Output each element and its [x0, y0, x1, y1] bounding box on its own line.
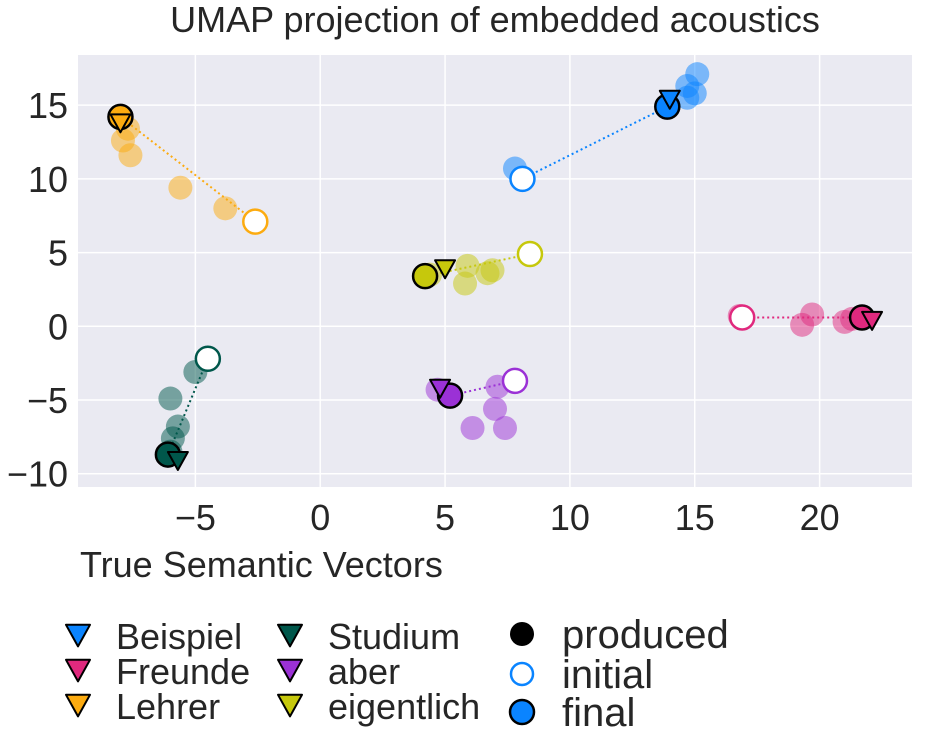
initial-point: [501, 367, 529, 395]
series-lehrer: [107, 103, 269, 235]
produced-point: [800, 302, 825, 327]
initial-point: [516, 240, 544, 268]
y-axis-ticks: −10 −5 0 5 10 15: [7, 85, 68, 495]
produced-point: [483, 396, 507, 421]
target-marker: [109, 113, 132, 134]
produced-point: [685, 62, 710, 87]
legend-marker-initial: [509, 661, 535, 687]
produced-point: [213, 196, 238, 221]
y-tick-label: −10: [7, 454, 68, 495]
legend-marker-beispiel: [65, 623, 91, 648]
x-tick-label: 20: [800, 497, 840, 538]
initial-point: [194, 345, 222, 372]
produced-point: [165, 414, 190, 439]
series-eigentlich: [411, 240, 544, 296]
target-marker: [861, 310, 884, 331]
legend-label-studium: Studium: [328, 616, 460, 657]
produced-point: [455, 253, 480, 278]
produced-point: [453, 271, 478, 296]
produced-point: [492, 416, 517, 441]
initial-point: [728, 304, 756, 331]
produced-point: [480, 258, 505, 283]
legend-label-beispiel: Beispiel: [116, 616, 242, 657]
final-point: [411, 262, 439, 290]
y-tick-label: 0: [48, 306, 68, 347]
x-tick-label: 0: [310, 497, 330, 538]
legend-marker-produced: [510, 622, 534, 646]
x-tick-label: −5: [175, 497, 216, 538]
target-marker: [658, 89, 681, 110]
x-tick-label: 10: [550, 497, 590, 538]
produced-point: [168, 175, 193, 200]
produced-point: [118, 143, 143, 168]
series-aber: [425, 367, 529, 441]
legend-marker-aber: [277, 658, 303, 683]
y-tick-label: 15: [28, 85, 68, 126]
y-tick-label: −5: [27, 380, 68, 421]
legend-label-produced: produced: [562, 613, 729, 657]
initial-point: [509, 165, 536, 193]
legend-marker-lehrer: [65, 693, 91, 718]
produced-point: [460, 416, 485, 441]
legend-label-final: final: [562, 691, 635, 735]
legend-label-lehrer: Lehrer: [116, 686, 220, 727]
series-studium: [154, 345, 222, 471]
legend-marker-studium: [277, 623, 303, 648]
legend-label-eigentlich: eigentlich: [328, 686, 480, 727]
legend-label-freunde: Freunde: [116, 651, 250, 692]
x-axis-label: True Semantic Vectors: [80, 544, 443, 585]
chart-marks: [107, 62, 884, 471]
legend-label-initial: initial: [562, 653, 653, 697]
x-axis-ticks: −5 0 5 10 15 20: [175, 497, 840, 538]
produced-point: [158, 386, 183, 411]
y-tick-label: 10: [28, 159, 68, 200]
target-marker: [429, 378, 452, 399]
x-tick-label: 5: [435, 497, 455, 538]
target-marker: [434, 259, 457, 280]
legend-marker-freunde: [65, 658, 91, 683]
trajectory-line: [119, 116, 256, 223]
series-freunde: [727, 302, 884, 337]
initial-point: [242, 208, 269, 235]
legend-label-aber: aber: [328, 651, 400, 692]
target-marker: [166, 450, 189, 471]
x-tick-label: 15: [675, 497, 715, 538]
legend-marker-eigentlich: [277, 693, 303, 718]
legend-marker-final: [508, 698, 536, 726]
y-tick-label: 5: [48, 233, 68, 274]
chart-title: UMAP projection of embedded acoustics: [170, 0, 820, 40]
trajectory-line: [522, 105, 668, 180]
series-beispiel: [502, 62, 710, 193]
